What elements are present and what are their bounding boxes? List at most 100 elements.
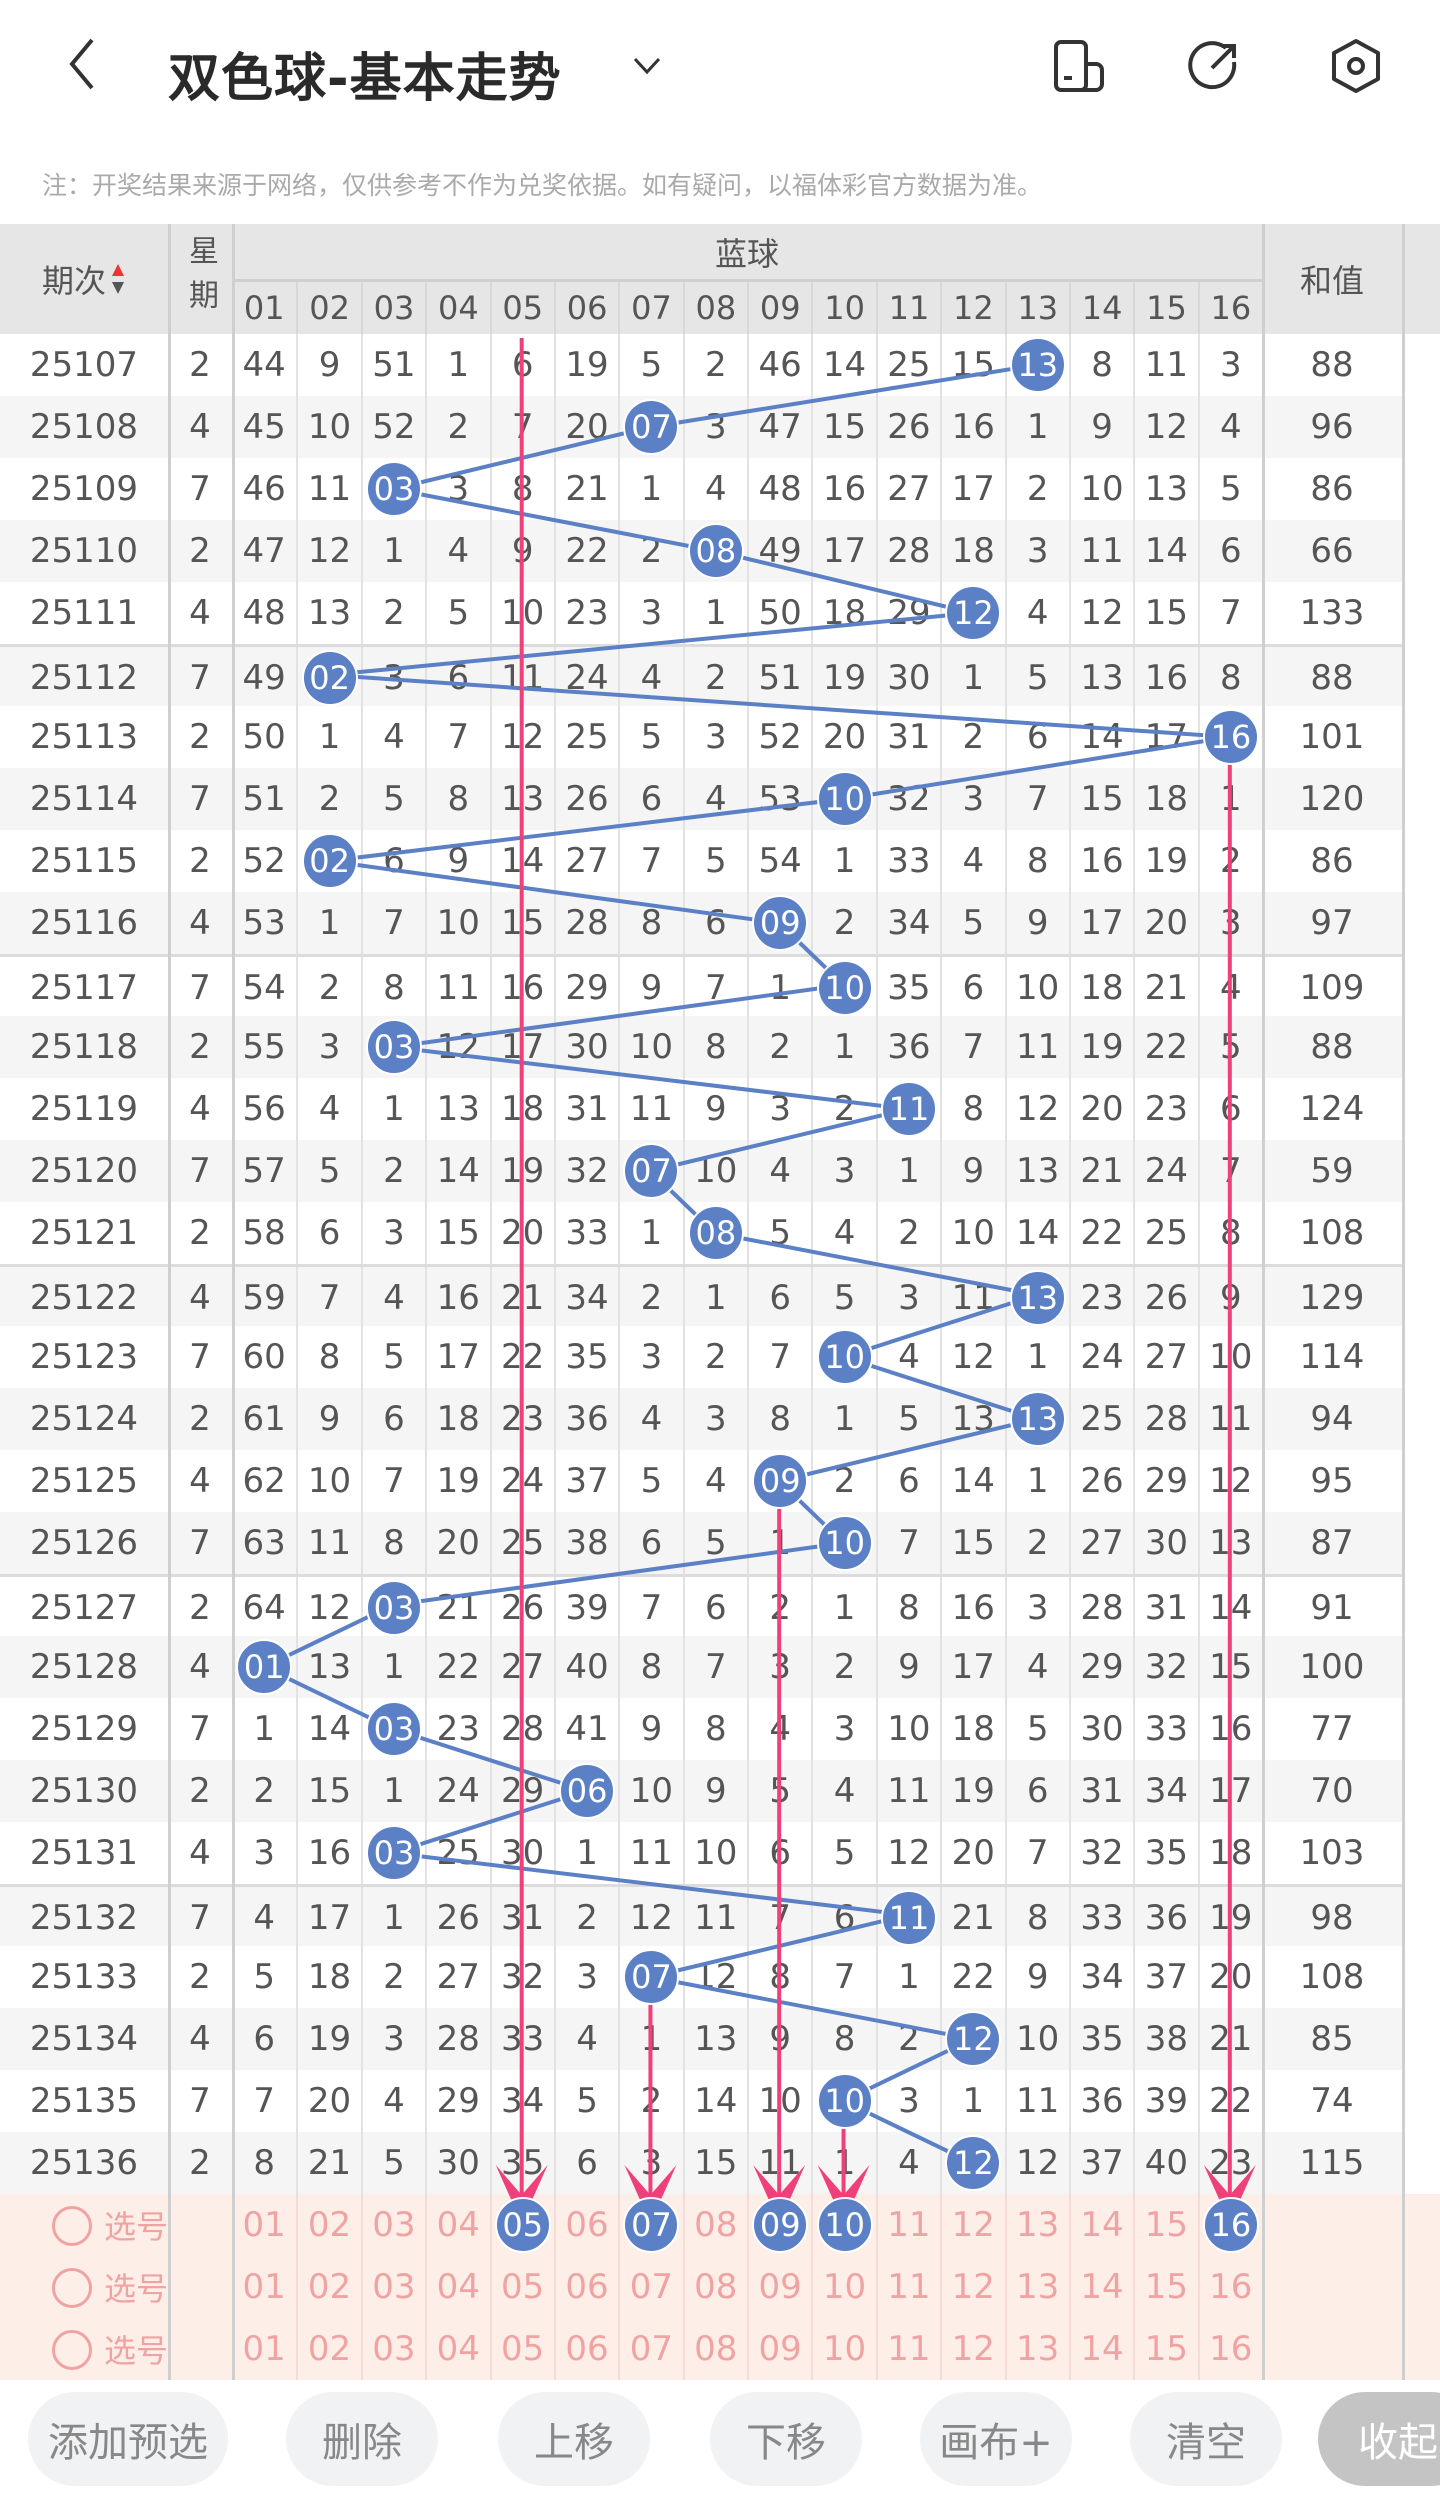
miss-count-cell: 11 [618,1822,682,1884]
pick-number-11[interactable]: 11 [875,2256,940,2318]
sum-cell: 108 [1299,1957,1365,1997]
miss-count-cell: 13 [1068,647,1133,709]
pick-number-06[interactable]: 06 [553,2256,618,2318]
pick-number-02[interactable]: 02 [296,2256,360,2318]
pick-number-05[interactable]: 05 [489,2256,554,2318]
back-icon[interactable] [62,34,102,94]
miss-count-cell: 4 [1197,957,1262,1019]
pick-number-05[interactable]: 05 [489,2318,554,2380]
pick-number-09[interactable]: 09 [747,2256,811,2318]
pick-number-03[interactable]: 03 [360,2256,425,2318]
pick-number-10[interactable]: 10 [811,2194,875,2256]
pick-number-14[interactable]: 14 [1068,2256,1133,2318]
pick-number-12[interactable]: 12 [940,2318,1004,2380]
miss-count-cell: 24 [553,647,618,709]
pick-number-14[interactable]: 14 [1068,2194,1133,2256]
pick-number-03[interactable]: 03 [360,2194,425,2256]
pick-number-14[interactable]: 14 [1068,2318,1133,2380]
selected-ball[interactable]: 16 [1202,2197,1259,2253]
selected-ball[interactable]: 09 [752,2197,809,2253]
page-title[interactable]: 双色球-基本走势 [168,49,562,109]
pick-label[interactable]: 选号 [104,2332,169,2370]
clear-button[interactable]: 清空 [1130,2392,1282,2486]
pick-number-09[interactable]: 09 [747,2318,811,2380]
pick-number-04[interactable]: 04 [425,2256,489,2318]
miss-count-cell: 16 [1197,1698,1262,1760]
pick-number-10[interactable]: 10 [811,2256,875,2318]
pick-number-15[interactable]: 15 [1133,2256,1197,2318]
pick-number-10[interactable]: 10 [811,2318,875,2380]
selected-ball[interactable]: 05 [494,2197,551,2253]
pick-number-16[interactable]: 16 [1197,2318,1262,2380]
miss-count-cell: 6 [618,768,682,830]
pick-number-04[interactable]: 04 [425,2194,489,2256]
pick-number-06[interactable]: 06 [553,2194,618,2256]
share-icon[interactable] [1186,38,1242,94]
miss-count-cell: 28 [425,2008,489,2070]
settings-icon[interactable] [1328,38,1384,94]
miss-count-cell: 57 [242,1151,286,1191]
ball: 10 [816,2073,873,2129]
pick-number-09[interactable]: 09 [747,2194,811,2256]
pick-number-07[interactable]: 07 [618,2256,682,2318]
canvas-plus-button[interactable]: 画布+ [920,2392,1072,2486]
miss-count-cell: 17 [1068,892,1133,954]
pick-number-13[interactable]: 13 [1004,2194,1069,2256]
collapse-button[interactable]: 收起 [1318,2392,1440,2486]
pick-number-08[interactable]: 08 [682,2256,747,2318]
pick-number-02[interactable]: 02 [296,2318,360,2380]
miss-count-cell: 20 [1197,1946,1262,2008]
pick-number-01[interactable]: 01 [242,2329,286,2369]
pick-number-01[interactable]: 01 [242,2267,286,2307]
miss-count-cell: 10 [1004,957,1069,1019]
miss-count-cell: 7 [1004,768,1069,830]
move-down-button[interactable]: 下移 [710,2392,862,2486]
pick-number-12[interactable]: 12 [940,2256,1004,2318]
miss-count-cell: 4 [618,1388,682,1450]
sum-cell: 94 [1310,1399,1354,1439]
pick-number-12[interactable]: 12 [940,2194,1004,2256]
pick-number-08[interactable]: 08 [682,2318,747,2380]
pick-number-07[interactable]: 07 [618,2318,682,2380]
add-preselect-button[interactable]: 添加预选 [28,2392,228,2486]
pick-number-03[interactable]: 03 [360,2318,425,2380]
miss-count-cell: 28 [489,1698,554,1760]
miss-count-cell: 12 [1068,582,1133,644]
ball: 16 [1202,709,1259,765]
radio-button[interactable] [52,2206,92,2246]
sum-cell: 124 [1299,1089,1365,1129]
pick-number-16[interactable]: 16 [1197,2256,1262,2318]
delete-button[interactable]: 删除 [286,2392,438,2486]
pick-number-05[interactable]: 05 [489,2194,554,2256]
sum-cell: 103 [1299,1833,1365,1873]
miss-count-cell: 29 [553,957,618,1019]
pick-number-13[interactable]: 13 [1004,2256,1069,2318]
pick-number-02[interactable]: 02 [296,2194,360,2256]
miss-count-cell: 3 [553,1946,618,2008]
selected-ball[interactable]: 07 [623,2197,680,2253]
pick-number-01[interactable]: 01 [242,2205,286,2245]
miss-count-cell: 10 [618,1760,682,1822]
selected-ball[interactable]: 10 [816,2197,873,2253]
pick-number-04[interactable]: 04 [425,2318,489,2380]
phone-layout-icon[interactable] [1052,38,1108,94]
pick-number-11[interactable]: 11 [875,2194,940,2256]
miss-count-cell: 54 [747,830,811,892]
pick-number-13[interactable]: 13 [1004,2318,1069,2380]
pick-number-16[interactable]: 16 [1197,2194,1262,2256]
radio-button[interactable] [52,2330,92,2370]
pick-label[interactable]: 选号 [104,2270,169,2308]
pick-number-15[interactable]: 15 [1133,2318,1197,2380]
header-period[interactable]: 期次 [0,224,168,334]
miss-count-cell: 9 [618,1698,682,1760]
pick-number-08[interactable]: 08 [682,2194,747,2256]
pick-number-07[interactable]: 07 [618,2194,682,2256]
chevron-down-icon[interactable] [632,56,662,76]
pick-number-11[interactable]: 11 [875,2318,940,2380]
radio-button[interactable] [52,2268,92,2308]
move-up-button[interactable]: 上移 [498,2392,650,2486]
pick-label[interactable]: 选号 [104,2208,169,2246]
pick-number-06[interactable]: 06 [553,2318,618,2380]
pick-number-15[interactable]: 15 [1133,2194,1197,2256]
selection-area: 选号 01 02 03 04 05 06 07 08 09 10 11 12 13 14 15 16 选号 01 02… [0,2194,1440,2380]
